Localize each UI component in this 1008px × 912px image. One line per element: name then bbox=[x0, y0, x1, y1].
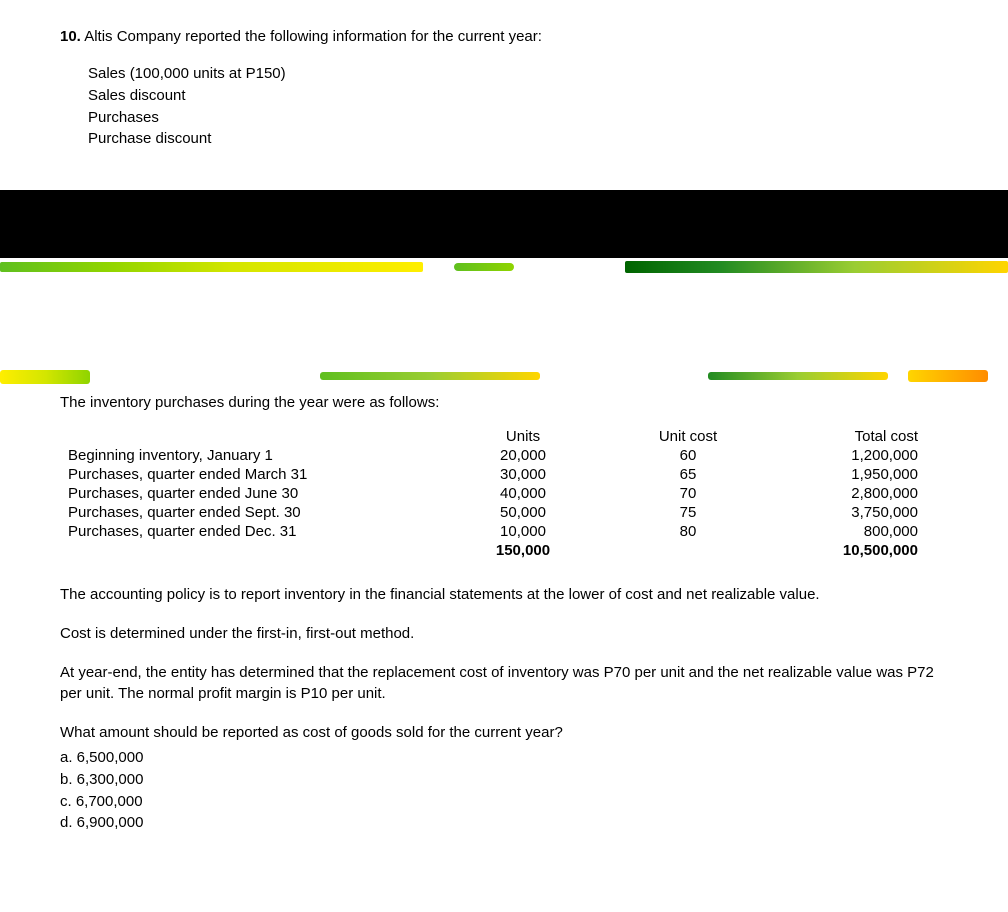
strip-segment bbox=[625, 261, 1008, 273]
total-cost: 10,500,000 bbox=[778, 541, 948, 560]
row-total: 2,800,000 bbox=[778, 484, 948, 503]
lower-section: The inventory purchases during the year … bbox=[0, 366, 1008, 874]
inventory-table: Units Unit cost Total cost Beginning inv… bbox=[60, 427, 948, 560]
info-line: Sales discount bbox=[88, 85, 948, 107]
table-row: Purchases, quarter ended Sept. 30 50,000… bbox=[60, 503, 948, 522]
strip-segment bbox=[708, 372, 888, 380]
row-label: Beginning inventory, January 1 bbox=[60, 446, 448, 465]
table-row: Beginning inventory, January 1 20,000 60… bbox=[60, 446, 948, 465]
strip-segment bbox=[454, 263, 514, 271]
question-number: 10. bbox=[60, 28, 81, 45]
row-unitcost: 60 bbox=[598, 446, 778, 465]
question-line: 10. Altis Company reported the following… bbox=[60, 28, 948, 45]
total-units: 150,000 bbox=[448, 541, 598, 560]
table-header-row: Units Unit cost Total cost bbox=[60, 427, 948, 446]
row-unitcost: 65 bbox=[598, 465, 778, 484]
yearend-paragraph: At year-end, the entity has determined t… bbox=[60, 662, 948, 704]
white-gap bbox=[0, 276, 1008, 366]
cost-method-paragraph: Cost is determined under the first-in, f… bbox=[60, 623, 948, 644]
strip-segment bbox=[0, 262, 423, 272]
table-total-row: 150,000 10,500,000 bbox=[60, 541, 948, 560]
row-unitcost: 80 bbox=[598, 522, 778, 541]
col-total-header: Total cost bbox=[778, 427, 948, 446]
total-unitcost bbox=[598, 541, 778, 560]
col-units-header: Units bbox=[448, 427, 598, 446]
row-label: Purchases, quarter ended Sept. 30 bbox=[60, 503, 448, 522]
question-header: 10. Altis Company reported the following… bbox=[0, 0, 1008, 190]
row-label: Purchases, quarter ended Dec. 31 bbox=[60, 522, 448, 541]
row-units: 50,000 bbox=[448, 503, 598, 522]
row-label bbox=[60, 541, 448, 560]
row-total: 1,950,000 bbox=[778, 465, 948, 484]
col-label bbox=[60, 427, 448, 446]
info-list: Sales (100,000 units at P150) Sales disc… bbox=[88, 63, 948, 150]
row-unitcost: 70 bbox=[598, 484, 778, 503]
row-total: 3,750,000 bbox=[778, 503, 948, 522]
question-intro: Altis Company reported the following inf… bbox=[84, 28, 542, 45]
info-line: Purchases bbox=[88, 107, 948, 129]
option-c: c. 6,700,000 bbox=[60, 791, 948, 813]
strip-segment bbox=[320, 372, 540, 380]
row-total: 800,000 bbox=[778, 522, 948, 541]
info-line: Sales (100,000 units at P150) bbox=[88, 63, 948, 85]
row-units: 20,000 bbox=[448, 446, 598, 465]
row-units: 30,000 bbox=[448, 465, 598, 484]
col-unitcost-header: Unit cost bbox=[598, 427, 778, 446]
cogs-question: What amount should be reported as cost o… bbox=[60, 722, 948, 743]
strip-segment bbox=[0, 370, 90, 384]
table-row: Purchases, quarter ended June 30 40,000 … bbox=[60, 484, 948, 503]
info-line: Purchase discount bbox=[88, 128, 948, 150]
strip-segment bbox=[908, 370, 988, 382]
color-strip-upper bbox=[0, 258, 1008, 276]
row-total: 1,200,000 bbox=[778, 446, 948, 465]
option-b: b. 6,300,000 bbox=[60, 769, 948, 791]
row-label: Purchases, quarter ended March 31 bbox=[60, 465, 448, 484]
row-unitcost: 75 bbox=[598, 503, 778, 522]
row-units: 10,000 bbox=[448, 522, 598, 541]
policy-paragraph: The accounting policy is to report inven… bbox=[60, 584, 948, 605]
row-units: 40,000 bbox=[448, 484, 598, 503]
row-label: Purchases, quarter ended June 30 bbox=[60, 484, 448, 503]
option-a: a. 6,500,000 bbox=[60, 747, 948, 769]
answer-options: a. 6,500,000 b. 6,300,000 c. 6,700,000 d… bbox=[60, 747, 948, 834]
black-divider-bar bbox=[0, 190, 1008, 258]
color-strip-lower bbox=[60, 366, 948, 388]
table-row: Purchases, quarter ended March 31 30,000… bbox=[60, 465, 948, 484]
option-d: d. 6,900,000 bbox=[60, 812, 948, 834]
table-row: Purchases, quarter ended Dec. 31 10,000 … bbox=[60, 522, 948, 541]
inventory-heading: The inventory purchases during the year … bbox=[60, 394, 948, 411]
